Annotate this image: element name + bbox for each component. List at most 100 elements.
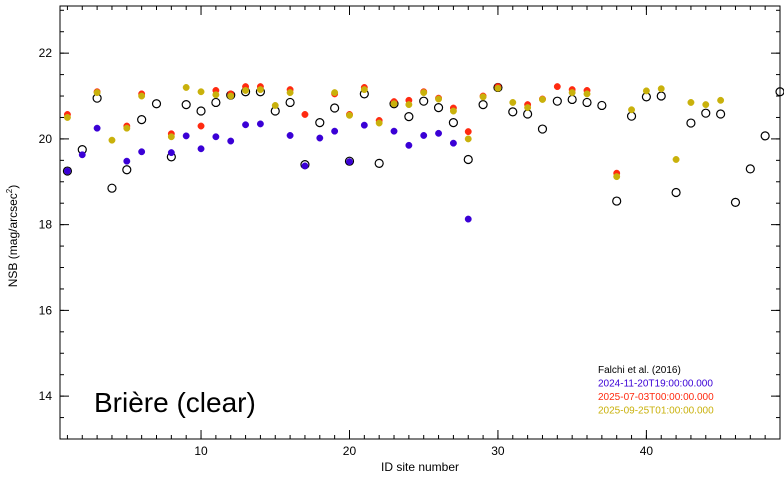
data-point [374, 158, 384, 168]
data-point [182, 132, 190, 140]
data-point [315, 118, 325, 128]
y-axis-label: NSB (mag/arcsec2) [5, 185, 20, 287]
data-point [123, 124, 131, 132]
legend-entry: 2025-07-03T00:00:00.000 [598, 392, 714, 403]
data-point [331, 89, 339, 97]
y-tick-label: 18 [39, 218, 53, 232]
data-point [212, 91, 220, 99]
data-point [108, 136, 116, 144]
data-point [181, 100, 191, 110]
data-point [494, 84, 502, 92]
data-point [151, 99, 162, 109]
data-point [687, 99, 695, 106]
data-point [375, 119, 383, 127]
plot-frame [59, 5, 781, 440]
data-point [271, 102, 279, 109]
x-axis-label: ID site number [381, 460, 459, 474]
data-point [390, 100, 398, 108]
data-point [256, 120, 264, 128]
data-point [479, 93, 487, 101]
legend-entry: 2025-09-25T01:00:00.000 [598, 406, 714, 417]
y-axis-label-sup: 2 [5, 188, 14, 193]
legend: Falchi et al. (2016) 2024-11-20T19:00:00.… [598, 365, 714, 417]
data-point [93, 124, 101, 132]
data-point [686, 118, 696, 128]
data-point [672, 156, 680, 163]
data-point [539, 96, 546, 103]
x-tick-label: 40 [640, 444, 654, 458]
data-point [537, 124, 548, 134]
series-0 [62, 82, 784, 207]
data-point [612, 196, 622, 206]
series-1 [63, 120, 472, 223]
data-point [286, 132, 294, 139]
series-3 [63, 84, 725, 181]
y-tick-labels: 14 16 18 20 22 [39, 46, 53, 403]
data-point [301, 162, 309, 170]
data-point [346, 158, 353, 166]
data-point [508, 107, 518, 117]
data-point [138, 92, 146, 100]
data-point [167, 149, 175, 157]
data-point [360, 86, 368, 94]
data-point [656, 91, 666, 101]
data-point [62, 166, 73, 176]
y-tick-label: 22 [39, 46, 53, 60]
data-point [63, 167, 71, 175]
data-point [433, 103, 444, 113]
data-point [568, 89, 576, 97]
data-point [122, 165, 132, 175]
data-point [196, 106, 206, 116]
data-point [745, 164, 755, 174]
data-point [242, 121, 250, 129]
data-point [419, 96, 429, 106]
data-point [137, 115, 147, 125]
data-point [316, 134, 324, 142]
data-point [346, 111, 353, 119]
data-point [449, 107, 457, 115]
y-axis-label-main: NSB (mag/arcsec [6, 193, 20, 287]
data-point [286, 89, 294, 97]
data-point [331, 127, 339, 135]
data-point [285, 97, 295, 108]
data-point [227, 92, 235, 100]
data-point [344, 156, 355, 166]
data-point [760, 131, 770, 141]
data-point [107, 183, 117, 193]
data-point [582, 97, 592, 108]
legend-entry: 2024-11-20T19:00:00.000 [598, 379, 713, 390]
data-point [464, 128, 472, 136]
data-point [464, 215, 472, 223]
data-point [63, 114, 71, 121]
data-point [197, 88, 205, 96]
data-point [657, 85, 665, 93]
data-point [701, 108, 711, 118]
x-tick-label: 30 [491, 444, 505, 458]
data-point [242, 87, 250, 94]
data-point [716, 109, 726, 119]
data-point [509, 99, 517, 106]
x-tick-labels: 10 20 30 40 [194, 444, 653, 458]
data-point [330, 103, 340, 113]
data-point [182, 84, 190, 91]
data-point [567, 94, 577, 105]
data-point [212, 133, 220, 141]
data-point [449, 139, 457, 147]
data-point [524, 104, 532, 112]
y-tick-label: 14 [39, 389, 53, 403]
data-points [62, 82, 784, 223]
y-tick-label: 20 [39, 132, 53, 146]
data-point [138, 148, 146, 156]
data-point [123, 157, 131, 165]
data-point [404, 112, 414, 122]
data-point [405, 101, 413, 109]
data-point [227, 137, 235, 145]
y-axis-label-close: ) [6, 185, 20, 189]
data-point [197, 145, 205, 153]
data-point [78, 151, 86, 159]
data-point [478, 100, 488, 110]
data-point [702, 101, 710, 109]
x-tick-label: 10 [194, 444, 208, 458]
data-point [256, 86, 264, 94]
